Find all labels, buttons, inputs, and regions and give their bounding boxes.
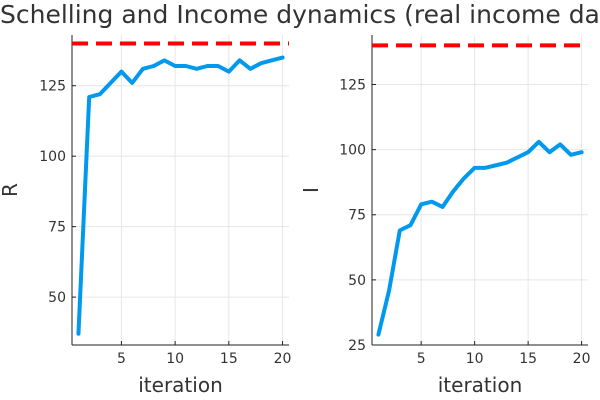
y-tick-label: 50 (48, 290, 66, 306)
y-tick-label: 125 (39, 79, 66, 95)
x-tick-label: 20 (274, 351, 292, 367)
data-point (119, 70, 124, 74)
data-point (505, 161, 509, 165)
data-point (184, 64, 188, 68)
data-point (547, 150, 552, 154)
x-tick-label: 10 (466, 351, 484, 367)
chart-title: Schelling and Income dynamics (real inco… (0, 0, 600, 29)
data-point (130, 81, 134, 85)
y-axis-label: R (0, 183, 22, 197)
data-point (237, 58, 242, 62)
right-panel-i: 5 10 15 20 25 50 75 100 125 iteration I (299, 35, 590, 397)
data-point (526, 150, 530, 154)
left-panel-r: 5 10 15 20 50 75 100 125 iteration R (0, 35, 291, 397)
data-point (152, 64, 156, 68)
x-tick-label: 15 (519, 351, 537, 367)
data-point (205, 64, 209, 68)
data-point (451, 189, 455, 193)
x-tick-label: 20 (573, 351, 591, 367)
data-point (494, 163, 498, 167)
data-point (376, 332, 381, 337)
data-point (98, 92, 102, 96)
data-point (248, 67, 252, 71)
data-point (109, 81, 113, 85)
data-point (259, 61, 263, 65)
data-point (173, 64, 177, 68)
data-point (270, 58, 274, 62)
y-tick-label: 25 (348, 338, 366, 354)
x-axis-label: iteration (138, 373, 223, 397)
y-tick-label: 100 (39, 149, 66, 165)
data-point (227, 70, 231, 74)
data-point (537, 140, 541, 144)
data-point (398, 228, 402, 232)
data-point (483, 166, 487, 170)
data-point (195, 67, 199, 71)
series-line-r (76, 55, 285, 336)
x-tick-label: 5 (417, 351, 426, 367)
data-point (87, 95, 91, 99)
x-tick-label: 15 (220, 351, 238, 367)
data-point (162, 58, 166, 62)
y-tick-label: 50 (348, 273, 366, 289)
data-point (473, 166, 477, 170)
data-point (387, 288, 391, 292)
data-point (216, 64, 220, 68)
data-point (419, 202, 423, 206)
data-point (558, 142, 562, 147)
data-point (515, 155, 520, 160)
y-tick-label: 100 (339, 143, 366, 159)
data-point (141, 67, 145, 71)
data-point (76, 332, 81, 336)
x-tick-label: 10 (166, 351, 184, 367)
y-axis-label: I (299, 187, 323, 193)
x-tick-label: 5 (117, 351, 126, 367)
series-line-i (376, 139, 584, 337)
x-axis-label: iteration (438, 373, 523, 397)
data-point (569, 153, 573, 157)
data-point (280, 55, 285, 60)
data-point (408, 223, 413, 227)
data-point (430, 200, 434, 204)
y-tick-label: 75 (48, 220, 66, 236)
data-point (579, 150, 584, 154)
data-point (462, 176, 466, 180)
y-tick-label: 125 (339, 77, 366, 93)
y-tick-label: 75 (348, 208, 366, 224)
data-point (440, 205, 445, 209)
